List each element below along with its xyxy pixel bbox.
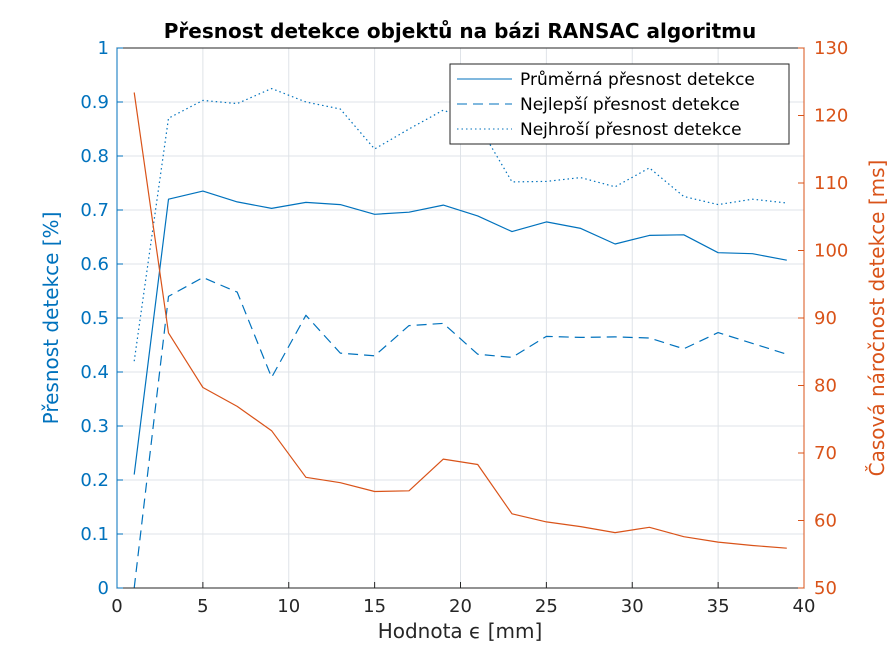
legend-label-best: Nejlepší přesnost detekce bbox=[520, 95, 740, 115]
series-best-line bbox=[133, 276, 787, 589]
y-right-tick-label: 100 bbox=[814, 241, 848, 262]
y-left-tick-label: 0.3 bbox=[80, 416, 109, 437]
legend-label-worst: Nejhroší přesnost detekce bbox=[520, 120, 742, 140]
y-left-tick-label: 0.6 bbox=[80, 254, 109, 275]
y-right-tick-label: 130 bbox=[814, 38, 848, 59]
y-left-tick-label: 0.5 bbox=[80, 308, 109, 329]
y-right-tick-label: 50 bbox=[814, 578, 837, 599]
x-tick-label: 30 bbox=[621, 596, 644, 617]
series-worst-line bbox=[133, 87, 787, 362]
legend: Průměrná přesnost detekce Nejlepší přesn… bbox=[449, 63, 790, 145]
x-tick-label: 10 bbox=[277, 596, 300, 617]
x-tick-label: 35 bbox=[707, 596, 730, 617]
y-left-tick-label: 1 bbox=[98, 38, 109, 59]
y-right-tick-label: 60 bbox=[814, 511, 837, 532]
x-tick-label: 0 bbox=[111, 596, 122, 617]
x-tick-label: 15 bbox=[363, 596, 386, 617]
x-tick-label: 25 bbox=[535, 596, 558, 617]
y-left-tick-label: 0.7 bbox=[80, 200, 109, 221]
x-axis-label: Hodnota ϵ [mm] bbox=[378, 619, 543, 643]
y-left-tick-label: 0.1 bbox=[80, 524, 109, 545]
y-right-tick-label: 120 bbox=[814, 106, 848, 127]
x-tick-label: 5 bbox=[197, 596, 208, 617]
y-left-tick-label: 0.2 bbox=[80, 470, 109, 491]
y-left-tick-label: 0.4 bbox=[80, 362, 109, 383]
y-right-tick-label: 90 bbox=[814, 308, 837, 329]
y-axis-label-right: Časová náročnost detekce [ms] bbox=[865, 160, 889, 477]
series-time-line bbox=[133, 92, 787, 549]
legend-label-average: Průměrná přesnost detekce bbox=[520, 70, 755, 90]
y-left-tick-label: 0 bbox=[98, 578, 109, 599]
series-average-line bbox=[133, 190, 787, 475]
x-tick-label: 20 bbox=[449, 596, 472, 617]
y-left-tick-label: 0.9 bbox=[80, 92, 109, 113]
series-lines bbox=[133, 87, 787, 589]
chart-title: Přesnost detekce objektů na bázi RANSAC … bbox=[164, 19, 757, 43]
y-left-tick-label: 0.8 bbox=[80, 146, 109, 167]
y-right-tick-label: 80 bbox=[814, 376, 837, 397]
y-right-tick-label: 110 bbox=[814, 173, 848, 194]
axis-ticks: 0 5 10 15 20 25 30 35 40 0 0.1 0.2 0.3 0.4 0.5 0.6 0.7 0.… bbox=[80, 38, 848, 617]
y-axis-label-left: Přesnost detekce [%] bbox=[39, 212, 63, 425]
x-tick-label: 40 bbox=[793, 596, 816, 617]
y-right-tick-label: 70 bbox=[814, 443, 837, 464]
